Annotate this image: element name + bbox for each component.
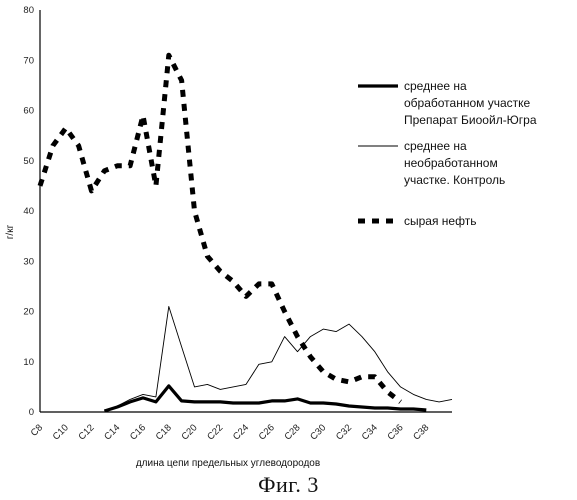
series-line-2 [104, 307, 452, 411]
x-tick-label: C24 [231, 422, 251, 442]
legend-label-1: среднее наобработанном участкеПрепарат Б… [404, 79, 537, 127]
series-layer [40, 55, 452, 411]
figure-caption: Фиг. 3 [0, 472, 577, 498]
y-tick-labels: 0 10 20 30 40 50 60 70 80 [23, 5, 34, 418]
x-tick-label: C22 [205, 422, 225, 442]
y-tick-label: 40 [23, 206, 34, 217]
y-tick-label: 60 [23, 106, 34, 117]
y-tick-label: 20 [23, 307, 34, 318]
y-tick-label: 10 [23, 357, 34, 368]
legend-label-2: среднее нанеобработанномучастке. Контрол… [404, 139, 505, 187]
axes [40, 10, 452, 412]
x-tick-label: C28 [283, 422, 303, 442]
y-tick-label: 80 [23, 5, 34, 16]
x-tick-label: C34 [360, 422, 380, 442]
x-tick-label: C26 [257, 422, 277, 442]
legend-label-3: сырая нефть [404, 214, 476, 228]
x-tick-label: C36 [386, 422, 406, 442]
legend: среднее наобработанном участкеПрепарат Б… [358, 79, 537, 228]
y-tick-label: 50 [23, 156, 34, 167]
x-tick-label: C38 [411, 422, 431, 442]
x-tick-label: C12 [77, 422, 97, 442]
x-tick-labels: C8 C10 C12C14 C16 C18 C20C22 C24 C26 C28C30 C32 C3… [29, 422, 432, 442]
x-tick-label: C20 [180, 422, 200, 442]
x-tick-label: C10 [51, 422, 71, 442]
y-tick-label: 70 [23, 55, 34, 66]
y-tick-label: 30 [23, 256, 34, 267]
series-line-3 [40, 55, 401, 402]
x-axis-label: длина цепи предельных углеводородов [136, 458, 320, 469]
x-tick-label: C18 [154, 422, 174, 442]
series-line-1 [104, 386, 426, 411]
x-tick-label: C32 [334, 422, 354, 442]
x-tick-label: C14 [102, 422, 122, 442]
x-tick-label: C30 [308, 422, 328, 442]
x-tick-label: C8 [29, 422, 45, 438]
x-tick-label: C16 [128, 422, 148, 442]
y-tick-label: 0 [29, 407, 34, 418]
y-axis-label: г/кг [5, 224, 16, 239]
